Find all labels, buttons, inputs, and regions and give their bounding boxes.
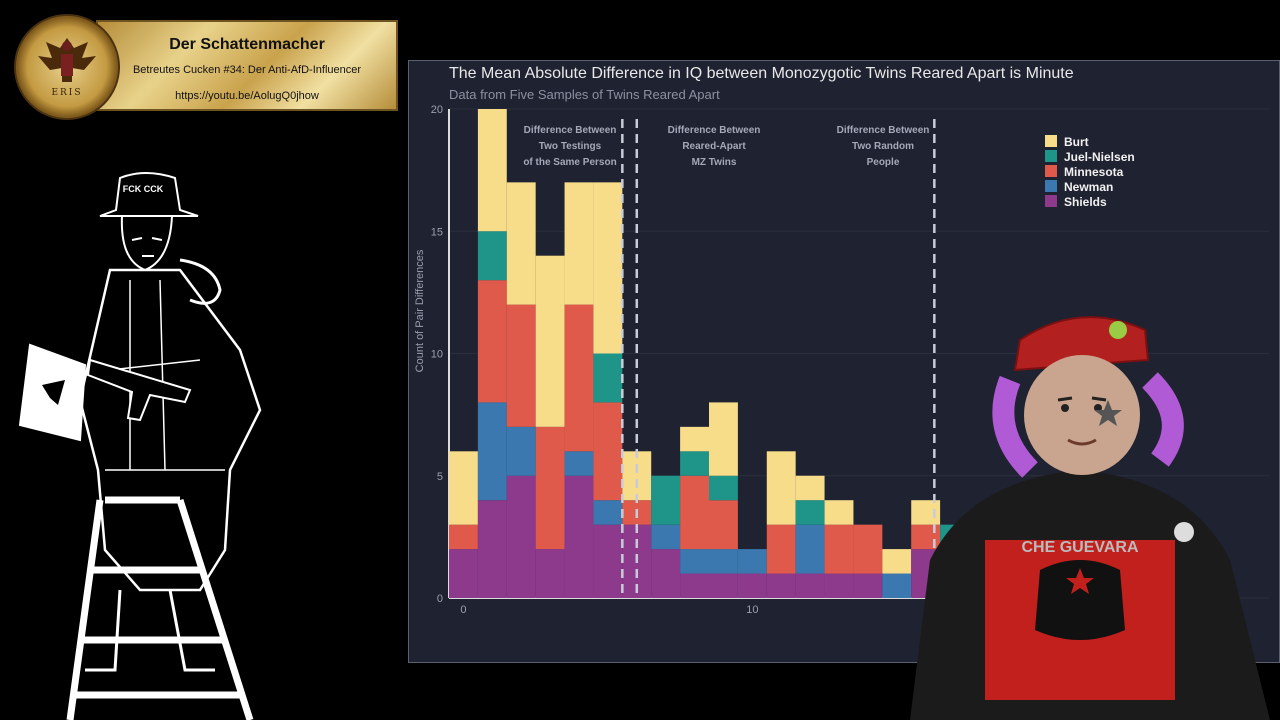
legend-swatch [1045,150,1057,162]
bar-juel-nielsen [709,475,738,501]
legend-swatch [1045,135,1057,147]
annotation-line: People [867,157,900,168]
bar-juel-nielsen [477,231,507,281]
legend-label: Burt [1064,135,1089,149]
bar-newman [477,402,507,501]
x-tick-label: 0 [460,604,466,616]
eagle-icon [38,38,96,82]
bar-newman [651,524,681,550]
y-tick-label: 15 [431,226,443,238]
legend-label: Juel-Nielsen [1064,150,1135,164]
legend-label: Newman [1064,180,1113,194]
bar-shields [737,573,767,598]
legend-swatch [1045,180,1057,192]
legend-label: Minnesota [1064,165,1124,179]
bar-shields [506,475,536,598]
y-axis-label: Count of Pair Differences [414,249,426,372]
bar-burt [564,182,594,305]
annotation-random-people: Difference Between Two Random People [837,125,930,168]
bar-shields [535,549,565,598]
streamer-overlay: CHE GUEVARA [910,316,1270,720]
annotation-line: Difference Between [524,125,617,136]
bar-juel-nielsen [593,353,623,403]
bar-burt [535,255,565,427]
annotation-line: Two Testings [539,141,602,152]
bar-newman [795,524,825,574]
bar-minnesota [477,280,507,403]
bar-newman [506,426,536,476]
figure-illustration: FCK CCK [18,172,262,720]
annotation-line: Two Random [852,141,914,152]
bar-juel-nielsen [651,475,681,525]
legend-swatch [1045,165,1057,177]
bar-minnesota [506,304,536,427]
bar-burt [766,451,796,525]
bar-shields [449,549,478,598]
chart-plot: 0 5 10 15 20 0 10 Count of Pair Differences Di… [414,104,1269,616]
bar-burt [593,182,623,354]
bar-burt [824,500,854,525]
y-tick-label: 10 [431,349,443,361]
channel-logo: ERIS [14,14,120,120]
bar-minnesota [449,524,478,550]
bar-burt [709,402,738,476]
bar-newman [882,573,912,598]
bar-shields [824,573,854,598]
bar-minnesota [593,402,623,501]
bar-minnesota [709,500,738,550]
bar-shields [564,475,594,598]
bar-burt [680,426,709,452]
bar-shields [651,549,681,598]
bar-shields [593,524,623,598]
bar-burt [449,451,478,525]
legend-label: Shields [1064,195,1107,209]
bar-shields [477,500,507,598]
y-tick-label: 0 [437,593,443,605]
bar-minnesota [824,524,854,574]
bar-shields [766,573,796,598]
bar-minnesota [564,304,594,452]
x-tick-label: 10 [746,604,758,616]
annotation-line: Reared-Apart [682,141,746,152]
bar-shields [709,573,738,598]
annotation-same-person: Difference Between Two Testings of the S… [523,125,616,168]
cap-text: FCK CCK [123,184,164,194]
bar-minnesota [535,426,565,550]
bar-shields [680,573,709,598]
legend-swatch [1045,195,1057,207]
bar-burt [477,109,507,232]
bar-newman [593,500,623,525]
bar-burt [795,475,825,501]
bar-newman [680,549,709,574]
bar-burt [506,182,536,305]
bar-juel-nielsen [795,500,825,525]
bar-newman [564,451,594,476]
chart-title: The Mean Absolute Difference in IQ betwe… [449,65,1074,82]
y-tick-label: 20 [431,104,443,116]
bar-minnesota [853,524,883,574]
annotation-line: MZ Twins [692,157,737,168]
bar-newman [737,549,767,574]
annotation-line: Difference Between [837,125,930,136]
annotation-line: of the Same Person [523,157,616,168]
bar-juel-nielsen [680,451,709,476]
annotation-line: Difference Between [668,125,761,136]
channel-name: Der Schattenmacher [169,36,325,53]
bar-burt [622,451,652,501]
chart-subtitle: Data from Five Samples of Twins Reared A… [449,87,720,102]
y-tick-label: 5 [437,471,443,483]
hoodie-text: CHE GUEVARA [1021,539,1138,556]
video-url[interactable]: https://youtu.be/AolugQ0jhow [175,90,319,102]
bar-burt [882,549,912,574]
annotation-mz-twins: Difference Between Reared-Apart MZ Twins [668,125,761,168]
bar-newman [709,549,738,574]
bar-minnesota [766,524,796,574]
bar-shields [853,573,883,598]
logo-text: ERIS [51,88,83,98]
bar-shields [795,573,825,598]
channel-banner: Der Schattenmacher Betreutes Cucken #34:… [96,20,398,111]
episode-title: Betreutes Cucken #34: Der Anti-AfD-Influ… [132,64,362,76]
bar-minnesota [680,475,709,550]
